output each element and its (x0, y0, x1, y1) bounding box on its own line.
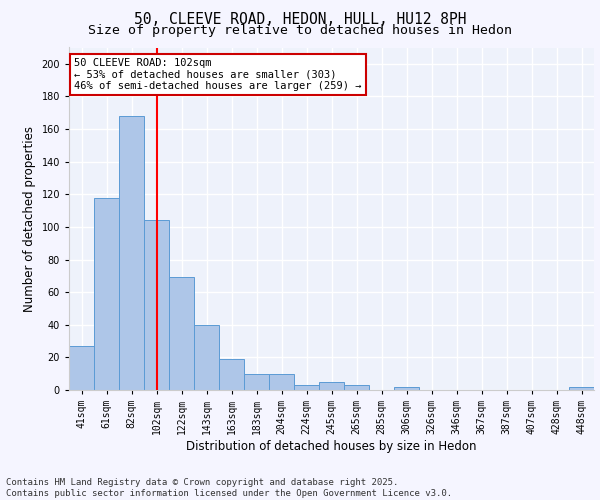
Text: Size of property relative to detached houses in Hedon: Size of property relative to detached ho… (88, 24, 512, 37)
Bar (69, 346, 94, 390)
Bar (219, 359, 244, 390)
Bar (344, 385, 369, 390)
Bar (294, 385, 319, 390)
X-axis label: Distribution of detached houses by size in Hedon: Distribution of detached houses by size … (186, 440, 477, 453)
Bar (319, 382, 344, 390)
Text: 50, CLEEVE ROAD, HEDON, HULL, HU12 8PH: 50, CLEEVE ROAD, HEDON, HULL, HU12 8PH (134, 12, 466, 28)
Bar (94, 198, 119, 390)
Bar (269, 374, 294, 390)
Bar (194, 325, 219, 390)
Bar (144, 220, 169, 390)
Bar (394, 386, 419, 390)
Bar (244, 374, 269, 390)
Text: 50 CLEEVE ROAD: 102sqm
← 53% of detached houses are smaller (303)
46% of semi-de: 50 CLEEVE ROAD: 102sqm ← 53% of detached… (74, 58, 362, 91)
Bar (119, 116, 144, 390)
Bar (169, 278, 194, 390)
Y-axis label: Number of detached properties: Number of detached properties (23, 126, 36, 312)
Bar (569, 386, 594, 390)
Text: Contains HM Land Registry data © Crown copyright and database right 2025.
Contai: Contains HM Land Registry data © Crown c… (6, 478, 452, 498)
